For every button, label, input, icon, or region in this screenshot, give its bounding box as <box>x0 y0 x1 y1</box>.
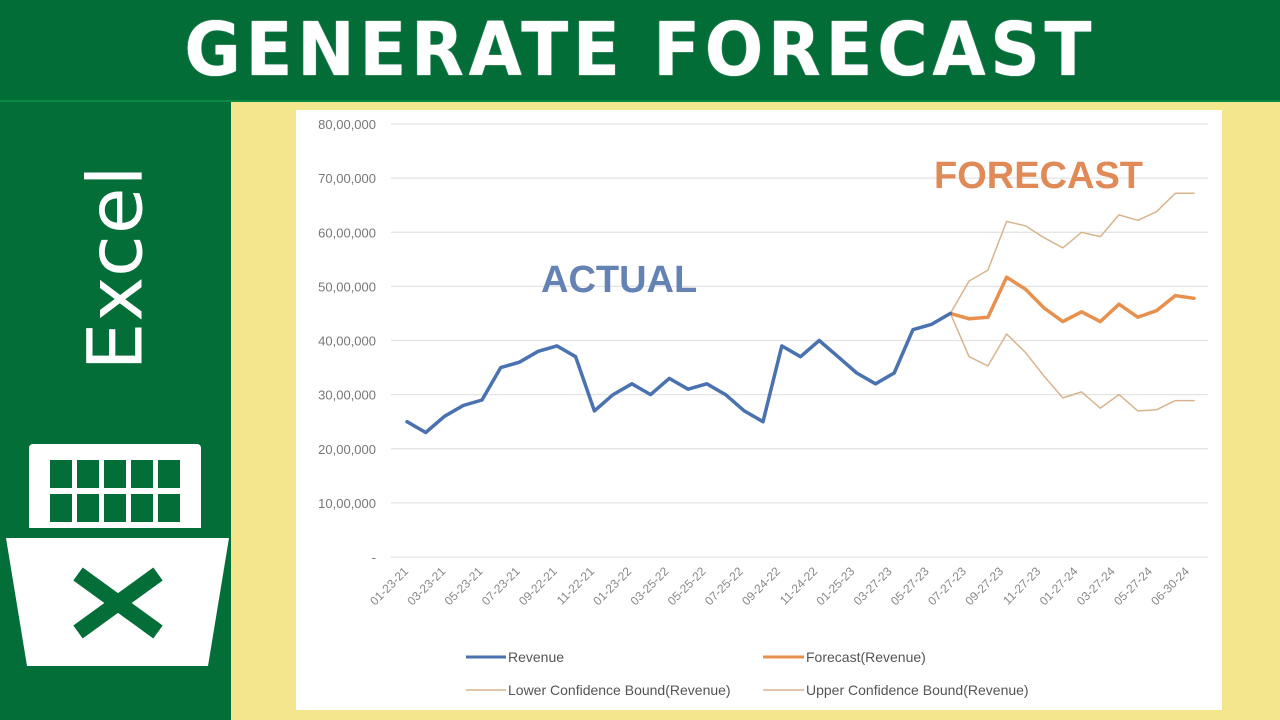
banner-title: GENERATE FORECAST <box>184 7 1096 93</box>
forecast-line-chart: - 10,00,000 20,00,000 30,00,000 40,00,000 50,… <box>318 117 1208 698</box>
legend-label-lower-bound: Lower Confidence Bound(Revenue) <box>508 682 731 698</box>
x-axis-ticks: 01-23-2103-23-2105-23-2107-23-2109-22-21… <box>367 564 1192 608</box>
gridlines <box>391 123 1208 558</box>
y-tick-label: - <box>372 550 376 565</box>
excel-logo-icon <box>6 444 229 666</box>
title-banner: GENERATE FORECAST <box>0 0 1280 102</box>
x-tick-label: 05-27-23 <box>888 564 932 608</box>
excel-wordmark: Excel <box>40 152 190 382</box>
y-tick-label: 20,00,000 <box>318 442 376 457</box>
legend-item-lower-bound: Lower Confidence Bound(Revenue) <box>466 682 731 698</box>
x-tick-label: 03-25-22 <box>628 564 672 608</box>
x-tick-label: 07-23-21 <box>479 564 523 608</box>
x-tick-label: 11-22-21 <box>554 564 597 607</box>
y-tick-label: 30,00,000 <box>318 388 376 403</box>
forecast-line <box>948 275 1196 324</box>
legend-label-revenue: Revenue <box>508 649 564 665</box>
x-tick-label: 06-30-24 <box>1148 564 1192 608</box>
revenue-line <box>405 311 953 435</box>
x-tick-label: 03-27-24 <box>1074 564 1118 608</box>
x-tick-label: 09-27-23 <box>962 564 1006 608</box>
y-axis-ticks: - 10,00,000 20,00,000 30,00,000 40,00,000 50,… <box>318 117 376 565</box>
y-tick-label: 10,00,000 <box>318 496 376 511</box>
legend: Revenue Forecast(Revenue) Lower Confiden… <box>466 649 1029 698</box>
legend-item-revenue: Revenue <box>466 649 564 665</box>
actual-annotation: ACTUAL <box>541 259 697 301</box>
x-tick-label: 09-24-22 <box>739 564 783 608</box>
excel-sidebar: Excel <box>0 102 231 720</box>
x-tick-label: 11-27-23 <box>1000 564 1043 607</box>
x-tick-label: 03-27-23 <box>851 564 895 608</box>
x-tick-label: 05-25-22 <box>665 564 709 608</box>
x-tick-label: 05-23-21 <box>442 564 486 608</box>
upper-bound-line <box>949 192 1195 315</box>
x-tick-label: 01-27-24 <box>1037 564 1081 608</box>
x-tick-label: 11-24-22 <box>777 564 820 607</box>
y-tick-label: 40,00,000 <box>318 334 376 349</box>
series-lines <box>405 192 1196 435</box>
chart-panel: - 10,00,000 20,00,000 30,00,000 40,00,000 50,… <box>296 110 1222 710</box>
x-tick-label: 07-25-22 <box>702 564 746 608</box>
excel-wordmark-text: Excel <box>70 163 160 371</box>
forecast-annotation: FORECAST <box>934 155 1143 197</box>
x-tick-label: 01-23-21 <box>367 564 411 608</box>
x-tick-label: 05-27-24 <box>1111 564 1155 608</box>
y-tick-label: 70,00,000 <box>318 171 376 186</box>
legend-label-forecast: Forecast(Revenue) <box>806 649 926 665</box>
lower-bound-line <box>949 312 1195 412</box>
x-tick-label: 01-23-22 <box>590 564 634 608</box>
y-tick-label: 60,00,000 <box>318 225 376 240</box>
y-tick-label: 50,00,000 <box>318 279 376 294</box>
legend-label-upper-bound: Upper Confidence Bound(Revenue) <box>806 682 1029 698</box>
x-tick-label: 07-27-23 <box>925 564 969 608</box>
legend-item-forecast: Forecast(Revenue) <box>763 649 926 665</box>
x-tick-label: 03-23-21 <box>404 564 448 608</box>
y-tick-label: 80,00,000 <box>318 117 376 132</box>
legend-item-upper-bound: Upper Confidence Bound(Revenue) <box>763 682 1029 698</box>
x-tick-label: 09-22-21 <box>516 564 560 608</box>
x-tick-label: 01-25-23 <box>814 564 858 608</box>
